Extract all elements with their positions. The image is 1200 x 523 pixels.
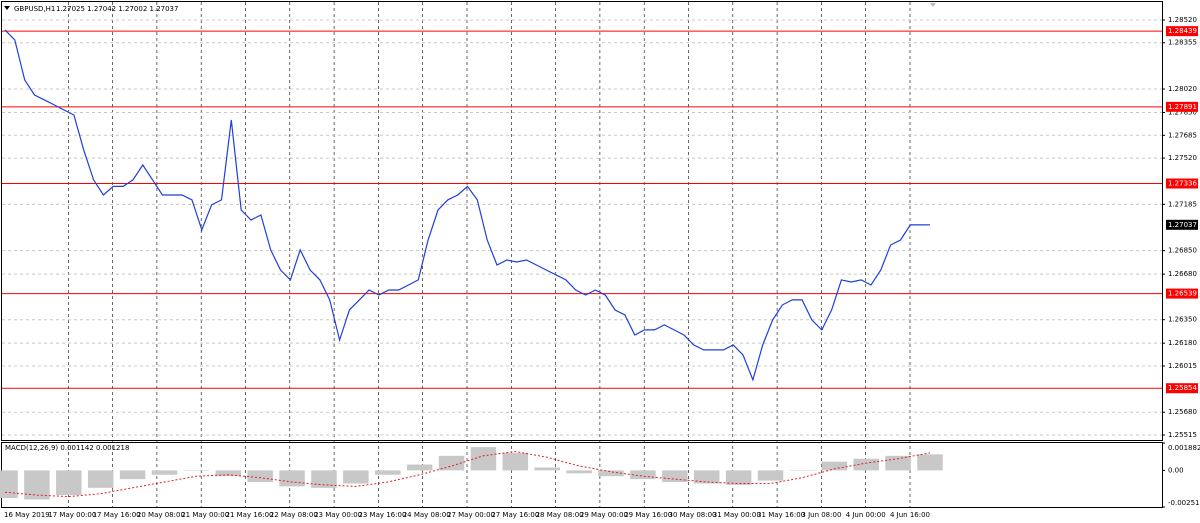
level-label-box	[1166, 383, 1198, 394]
macd-bar	[789, 470, 816, 471]
current-price-label: 1.27037	[1168, 221, 1197, 229]
price-line	[4, 29, 931, 382]
level-label-box	[1166, 178, 1198, 189]
x-tick-label: 27 May 00:00	[447, 511, 495, 519]
macd-y-tick-label: -0.002516	[1168, 499, 1200, 507]
x-tick-label: 4 Jun 00:00	[846, 511, 886, 519]
level-label: 1.27891	[1168, 103, 1197, 111]
y-tick-label: 1.28355	[1168, 39, 1197, 47]
macd-y-tick-label: 0.001882	[1168, 444, 1200, 452]
macd-bar	[24, 470, 50, 500]
y-tick-label: 1.25680	[1168, 408, 1197, 416]
x-tick-label: 27 May 16:00	[491, 511, 539, 519]
level-label-box	[1166, 101, 1198, 112]
level-label-box	[1166, 288, 1198, 299]
chart-title: GBPUSD,H1	[14, 5, 55, 13]
y-tick-label: 1.27520	[1168, 154, 1197, 162]
x-tick-label: 29 May 00:00	[580, 511, 628, 519]
level-label: 1.25854	[1168, 384, 1197, 392]
macd-bar	[885, 455, 911, 471]
macd-signal	[4, 450, 931, 498]
quote: 1.27025 1.27042 1.27002 1.27037	[56, 5, 178, 13]
x-tick-label: 4 Jun 16:00	[890, 511, 930, 519]
y-tick-label: 1.28020	[1168, 85, 1197, 93]
level-label-box	[1166, 26, 1198, 37]
macd-title: MACD(12,26,9) 0.001142 0.001218	[5, 444, 129, 452]
level-label: 1.26539	[1168, 290, 1197, 298]
x-tick-label: 31 May 00:00	[713, 511, 761, 519]
x-tick-label: 23 May 00:00	[314, 511, 362, 519]
macd-bar	[662, 470, 688, 483]
x-tick-label: 30 May 08:00	[669, 511, 717, 519]
macd-bar	[56, 470, 82, 496]
macd-y-tick-label: 0.00	[1168, 466, 1184, 474]
macd-bar	[183, 470, 210, 471]
macd-bar	[87, 470, 114, 488]
macd-bar	[470, 447, 497, 471]
y-tick-label: 1.27185	[1168, 200, 1197, 208]
x-tick-label: 21 May 00:00	[181, 511, 229, 519]
current-price-box	[1166, 219, 1198, 230]
macd-bar	[693, 470, 720, 484]
x-tick-label: 3 Jun 08:00	[801, 511, 841, 519]
x-tick-label: 17 May 16:00	[93, 511, 141, 519]
level-label: 1.27336	[1168, 179, 1197, 187]
macd-bar	[119, 470, 146, 480]
macd-bar	[598, 470, 624, 477]
macd-bar	[853, 458, 879, 471]
x-tick-label: 20 May 08:00	[137, 511, 185, 519]
y-tick-label: 1.26015	[1168, 362, 1197, 370]
macd-bar	[151, 470, 178, 475]
macd-bar	[311, 470, 337, 488]
macd-bar	[502, 452, 529, 471]
x-tick-label: 28 May 08:00	[536, 511, 584, 519]
x-tick-label: 31 May 16:00	[757, 511, 805, 519]
macd-bar	[917, 454, 943, 471]
macd-bar	[630, 470, 656, 480]
y-tick-label: 1.26180	[1168, 339, 1197, 347]
macd-bar	[375, 470, 401, 475]
macd-bar	[757, 470, 784, 481]
menu-triangle[interactable]	[4, 6, 10, 10]
y-tick-label: 1.27850	[1168, 109, 1197, 117]
macd-bar	[566, 470, 592, 474]
macd-bar	[343, 470, 369, 484]
y-tick-label: 1.26680	[1168, 270, 1197, 278]
x-tick-label: 24 May 08:00	[403, 511, 451, 519]
macd-bar	[821, 461, 848, 471]
level-label: 1.28439	[1168, 27, 1197, 35]
y-tick-label: 1.25515	[1168, 431, 1197, 439]
x-tick-label: 21 May 16:00	[226, 511, 274, 519]
macd-bar	[247, 470, 273, 483]
x-tick-label: 17 May 00:00	[48, 511, 96, 519]
x-tick-label: 29 May 16:00	[624, 511, 672, 519]
x-tick-label: 22 May 08:00	[270, 511, 318, 519]
main-panel-frame	[1, 1, 1163, 441]
x-tick-label: 23 May 16:00	[358, 511, 406, 519]
y-tick-label: 1.28520	[1168, 16, 1197, 24]
indicator	[930, 3, 936, 7]
macd-bar	[534, 467, 560, 471]
macd-bar	[406, 464, 433, 471]
y-tick-label: 1.26850	[1168, 247, 1197, 255]
macd-bar	[0, 470, 18, 499]
macd-bar	[215, 470, 242, 477]
macd-bar	[438, 455, 465, 471]
y-tick-label: 1.26350	[1168, 316, 1197, 324]
y-tick-label: 1.27685	[1168, 131, 1197, 139]
macd-bar	[725, 470, 752, 485]
macd-bar	[279, 470, 305, 487]
x-tick-label: 16 May 2019	[4, 511, 50, 519]
